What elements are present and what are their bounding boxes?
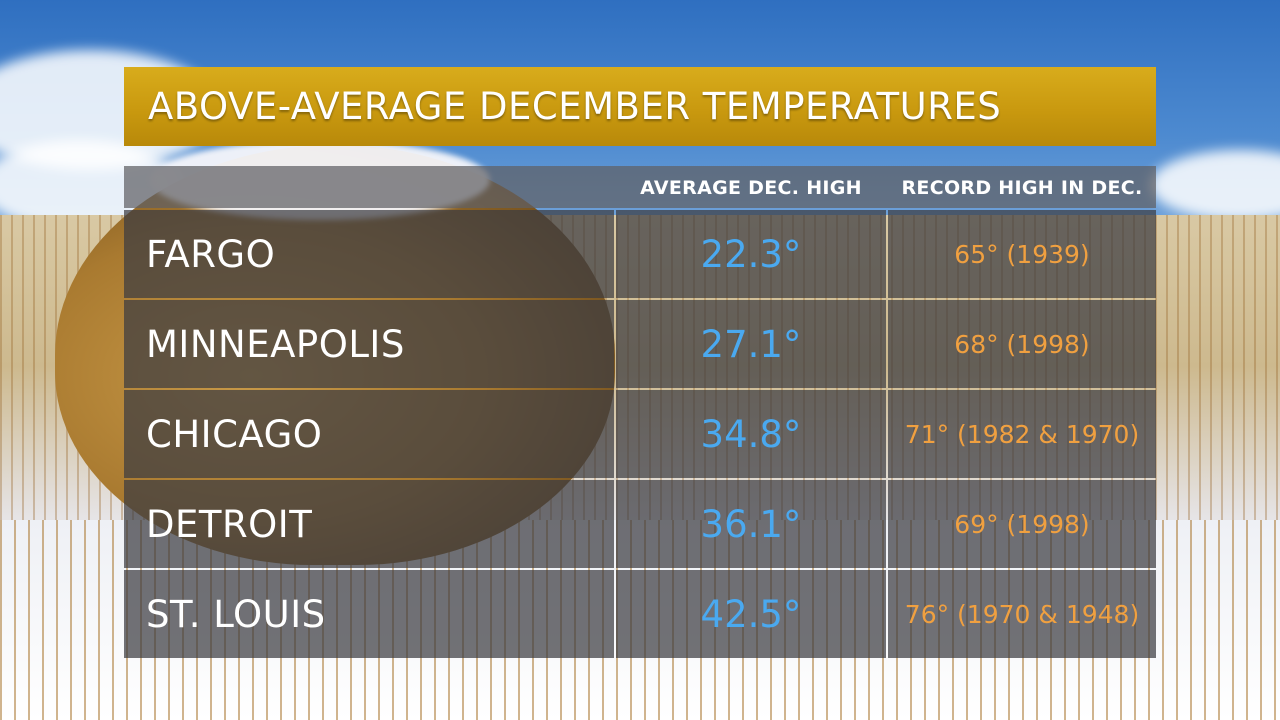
record-high-value: 69° (1998): [888, 480, 1156, 568]
average-high-value: 42.5°: [616, 570, 886, 658]
average-high-value: 36.1°: [616, 480, 886, 568]
table-row: ST. LOUIS 42.5° 76° (1970 & 1948): [124, 570, 1156, 658]
record-high-value: 68° (1998): [888, 300, 1156, 388]
table-row: FARGO 22.3° 65° (1939): [124, 210, 1156, 298]
table-row: MINNEAPOLIS 27.1° 68° (1998): [124, 300, 1156, 388]
city-name: DETROIT: [124, 480, 614, 568]
record-high-value: 71° (1982 & 1970): [888, 390, 1156, 478]
table-row: DETROIT 36.1° 69° (1998): [124, 480, 1156, 568]
average-high-value: 22.3°: [616, 210, 886, 298]
title-bar: ABOVE-AVERAGE DECEMBER TEMPERATURES: [124, 67, 1156, 146]
city-name: FARGO: [124, 210, 614, 298]
column-header-average: AVERAGE DEC. HIGH: [640, 177, 862, 199]
record-high-value: 65° (1939): [888, 210, 1156, 298]
city-name: MINNEAPOLIS: [124, 300, 614, 388]
table-row: CHICAGO 34.8° 71° (1982 & 1970): [124, 390, 1156, 478]
city-name: CHICAGO: [124, 390, 614, 478]
column-header-record: RECORD HIGH IN DEC.: [901, 177, 1143, 199]
record-high-value: 76° (1970 & 1948): [888, 570, 1156, 658]
page-title: ABOVE-AVERAGE DECEMBER TEMPERATURES: [148, 85, 1002, 128]
city-name: ST. LOUIS: [124, 570, 614, 658]
temperature-table: AVERAGE DEC. HIGH RECORD HIGH IN DEC. FA…: [124, 166, 1156, 658]
table-header: AVERAGE DEC. HIGH RECORD HIGH IN DEC.: [124, 166, 1156, 208]
average-high-value: 27.1°: [616, 300, 886, 388]
average-high-value: 34.8°: [616, 390, 886, 478]
